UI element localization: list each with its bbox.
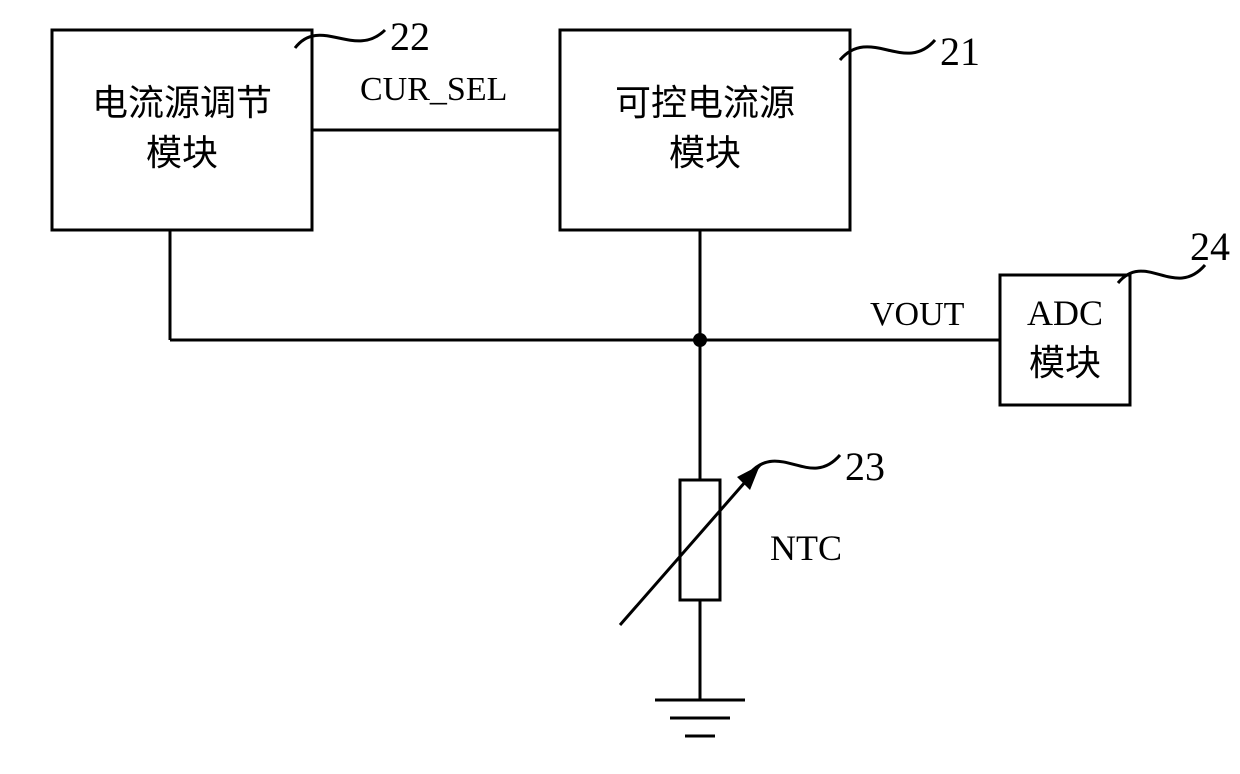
- ref-21-text: 21: [940, 29, 980, 74]
- label-cur-sel: CUR_SEL: [360, 71, 507, 108]
- block-controllable-source-box: [560, 30, 850, 230]
- block-adc-line1: ADC: [1027, 293, 1103, 333]
- ref-23-leader: 23: [750, 444, 885, 489]
- block-controllable-source-line1: 可控电流源: [615, 83, 795, 123]
- circuit-diagram: 电流源调节 模块 22 可控电流源 模块 21 ADC 模块 24 CUR_SE…: [0, 0, 1240, 774]
- ref-21-leader: 21: [840, 29, 980, 74]
- block-adc-line2: 模块: [1029, 343, 1101, 383]
- block-current-adjust: 电流源调节 模块: [52, 30, 312, 230]
- ground-symbol: [655, 700, 745, 736]
- label-vout: VOUT: [870, 296, 965, 333]
- ref-22-text: 22: [390, 14, 430, 59]
- block-current-adjust-line2: 模块: [146, 133, 218, 173]
- ref-23-text: 23: [845, 444, 885, 489]
- block-controllable-source-line2: 模块: [669, 133, 741, 173]
- ntc-thermistor: [620, 465, 760, 625]
- ntc-label: NTC: [770, 528, 842, 568]
- block-adc: ADC 模块: [1000, 275, 1130, 405]
- ref-24-leader: 24: [1118, 224, 1230, 283]
- block-current-adjust-line1: 电流源调节: [92, 83, 272, 123]
- ref-24-text: 24: [1190, 224, 1230, 269]
- ref-22-leader: 22: [295, 14, 430, 59]
- block-current-adjust-box: [52, 30, 312, 230]
- block-controllable-source: 可控电流源 模块: [560, 30, 850, 230]
